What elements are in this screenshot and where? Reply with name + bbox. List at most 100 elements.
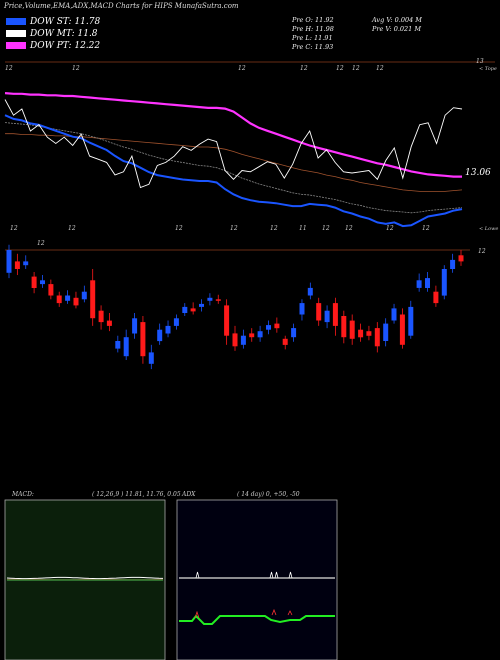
- legend-label: DOW MT: 11.8: [30, 29, 98, 39]
- candle-body: [207, 297, 213, 301]
- candle-body: [266, 325, 271, 330]
- stat-prev-volume: Pre V: 0.021 M: [372, 25, 422, 33]
- candle-body: [81, 291, 87, 300]
- candle-body: [441, 269, 447, 296]
- candle-body: [274, 323, 280, 329]
- stat-prev-high: Pre H: 11.98: [292, 25, 334, 33]
- last-value-label: 13.06: [465, 168, 491, 178]
- top-label: < Tope: [479, 66, 497, 72]
- candle-body: [307, 287, 313, 296]
- candle-body: [316, 303, 322, 321]
- candle-body: [391, 308, 397, 321]
- date-tick: 12: [10, 225, 18, 232]
- candle-body: [48, 284, 54, 296]
- date-tick: 11: [299, 225, 307, 232]
- date-tick: 12: [37, 240, 45, 247]
- adx-label: ADX: [181, 491, 196, 498]
- adx-panel: [176, 499, 338, 660]
- adx-red-spikes: [194, 608, 293, 619]
- ema-mt-line: [4, 122, 463, 214]
- ema-st-line: [4, 114, 463, 228]
- date-tick: 12: [376, 65, 384, 72]
- candle-body: [14, 261, 20, 269]
- stat-prev-close: Pre C: 11.93: [292, 43, 334, 51]
- legend-swatch-white: [6, 30, 26, 37]
- candle-body: [299, 303, 305, 315]
- candle-body: [140, 322, 146, 357]
- date-tick: 12: [345, 225, 353, 232]
- stat-prev-low: Pre L: 11.91: [292, 34, 333, 42]
- date-tick: 12: [422, 225, 430, 232]
- candle-body: [458, 255, 464, 262]
- candle-body: [31, 276, 37, 288]
- candle-body: [358, 329, 364, 338]
- candle-body: [341, 316, 347, 338]
- macd-params: ( 12,26,9 ) 11.81, 11.76, 0.05: [92, 491, 181, 498]
- date-tick: 12: [175, 225, 183, 232]
- date-tick: 12: [72, 65, 80, 72]
- date-tick: 12: [336, 65, 344, 72]
- candle-body: [215, 299, 221, 301]
- date-tick: 12: [352, 65, 360, 72]
- ema-pt-line: [4, 92, 462, 178]
- price-line: [4, 99, 463, 189]
- candle-body: [332, 303, 338, 326]
- candle-body: [232, 333, 238, 347]
- candle-body: [433, 291, 439, 304]
- legend-swatch-blue: [6, 18, 26, 25]
- ema-slow-line: [5, 133, 463, 192]
- macd-label: MACD:: [11, 491, 34, 498]
- candle-body: [224, 305, 230, 336]
- candle-body: [416, 280, 422, 288]
- adx-params: ( 14 day) 0, +50, -50: [237, 491, 300, 498]
- date-tick: 12: [386, 225, 394, 232]
- candle-body: [383, 323, 389, 341]
- candle-body: [282, 338, 288, 345]
- candle-body: [157, 329, 163, 342]
- stat-prev-open: Pre O: 11.92: [292, 16, 334, 24]
- legend-swatch-magenta: [6, 42, 26, 49]
- candle-body: [40, 280, 45, 285]
- candle-body: [366, 331, 372, 336]
- candle-body: [408, 306, 414, 336]
- candle-body: [123, 337, 129, 357]
- candle-body: [106, 320, 112, 326]
- candle-body: [190, 308, 196, 312]
- date-tick: 12: [68, 225, 76, 232]
- candle-body: [349, 320, 355, 339]
- candle-body: [450, 259, 456, 269]
- legend-item-dow-pt: DOW PT: 12.22: [6, 41, 100, 52]
- date-tick: 12: [322, 225, 330, 232]
- adx-di-spikes: [195, 571, 293, 579]
- legend-label: DOW ST: 11.78: [30, 17, 101, 27]
- legend-item-dow-mt: DOW MT: 11.8: [6, 29, 98, 40]
- candle-body: [6, 250, 12, 273]
- candle-body: [249, 333, 255, 338]
- candle-body: [65, 295, 71, 301]
- candle-body: [199, 303, 204, 307]
- candle-body: [399, 314, 405, 345]
- candle-body: [324, 310, 330, 323]
- date-tick: 12: [270, 225, 278, 232]
- top-price-tag: 13: [476, 58, 484, 65]
- candle-body: [73, 297, 79, 306]
- lower-tag: < Lowe: [479, 226, 498, 232]
- candle-body: [240, 335, 246, 345]
- candle-body: [182, 306, 188, 313]
- candle-body: [374, 328, 380, 347]
- candle-body: [291, 328, 297, 338]
- legend-label: DOW PT: 12.22: [30, 41, 101, 51]
- candle-body: [115, 341, 121, 349]
- candle-body: [173, 318, 179, 326]
- date-tick: 12: [230, 225, 238, 232]
- candle-body: [56, 295, 62, 304]
- stat-avg-volume: Avg V: 0.004 M: [372, 16, 422, 24]
- date-tick: 12: [238, 65, 246, 72]
- candle-body: [23, 261, 29, 266]
- candle-body: [148, 352, 154, 364]
- date-tick: 12: [300, 65, 308, 72]
- candle-body: [425, 278, 430, 288]
- candle-body: [90, 280, 96, 319]
- chart-title: Price,Volume,EMA,ADX,MACD Charts for HIP…: [4, 2, 239, 10]
